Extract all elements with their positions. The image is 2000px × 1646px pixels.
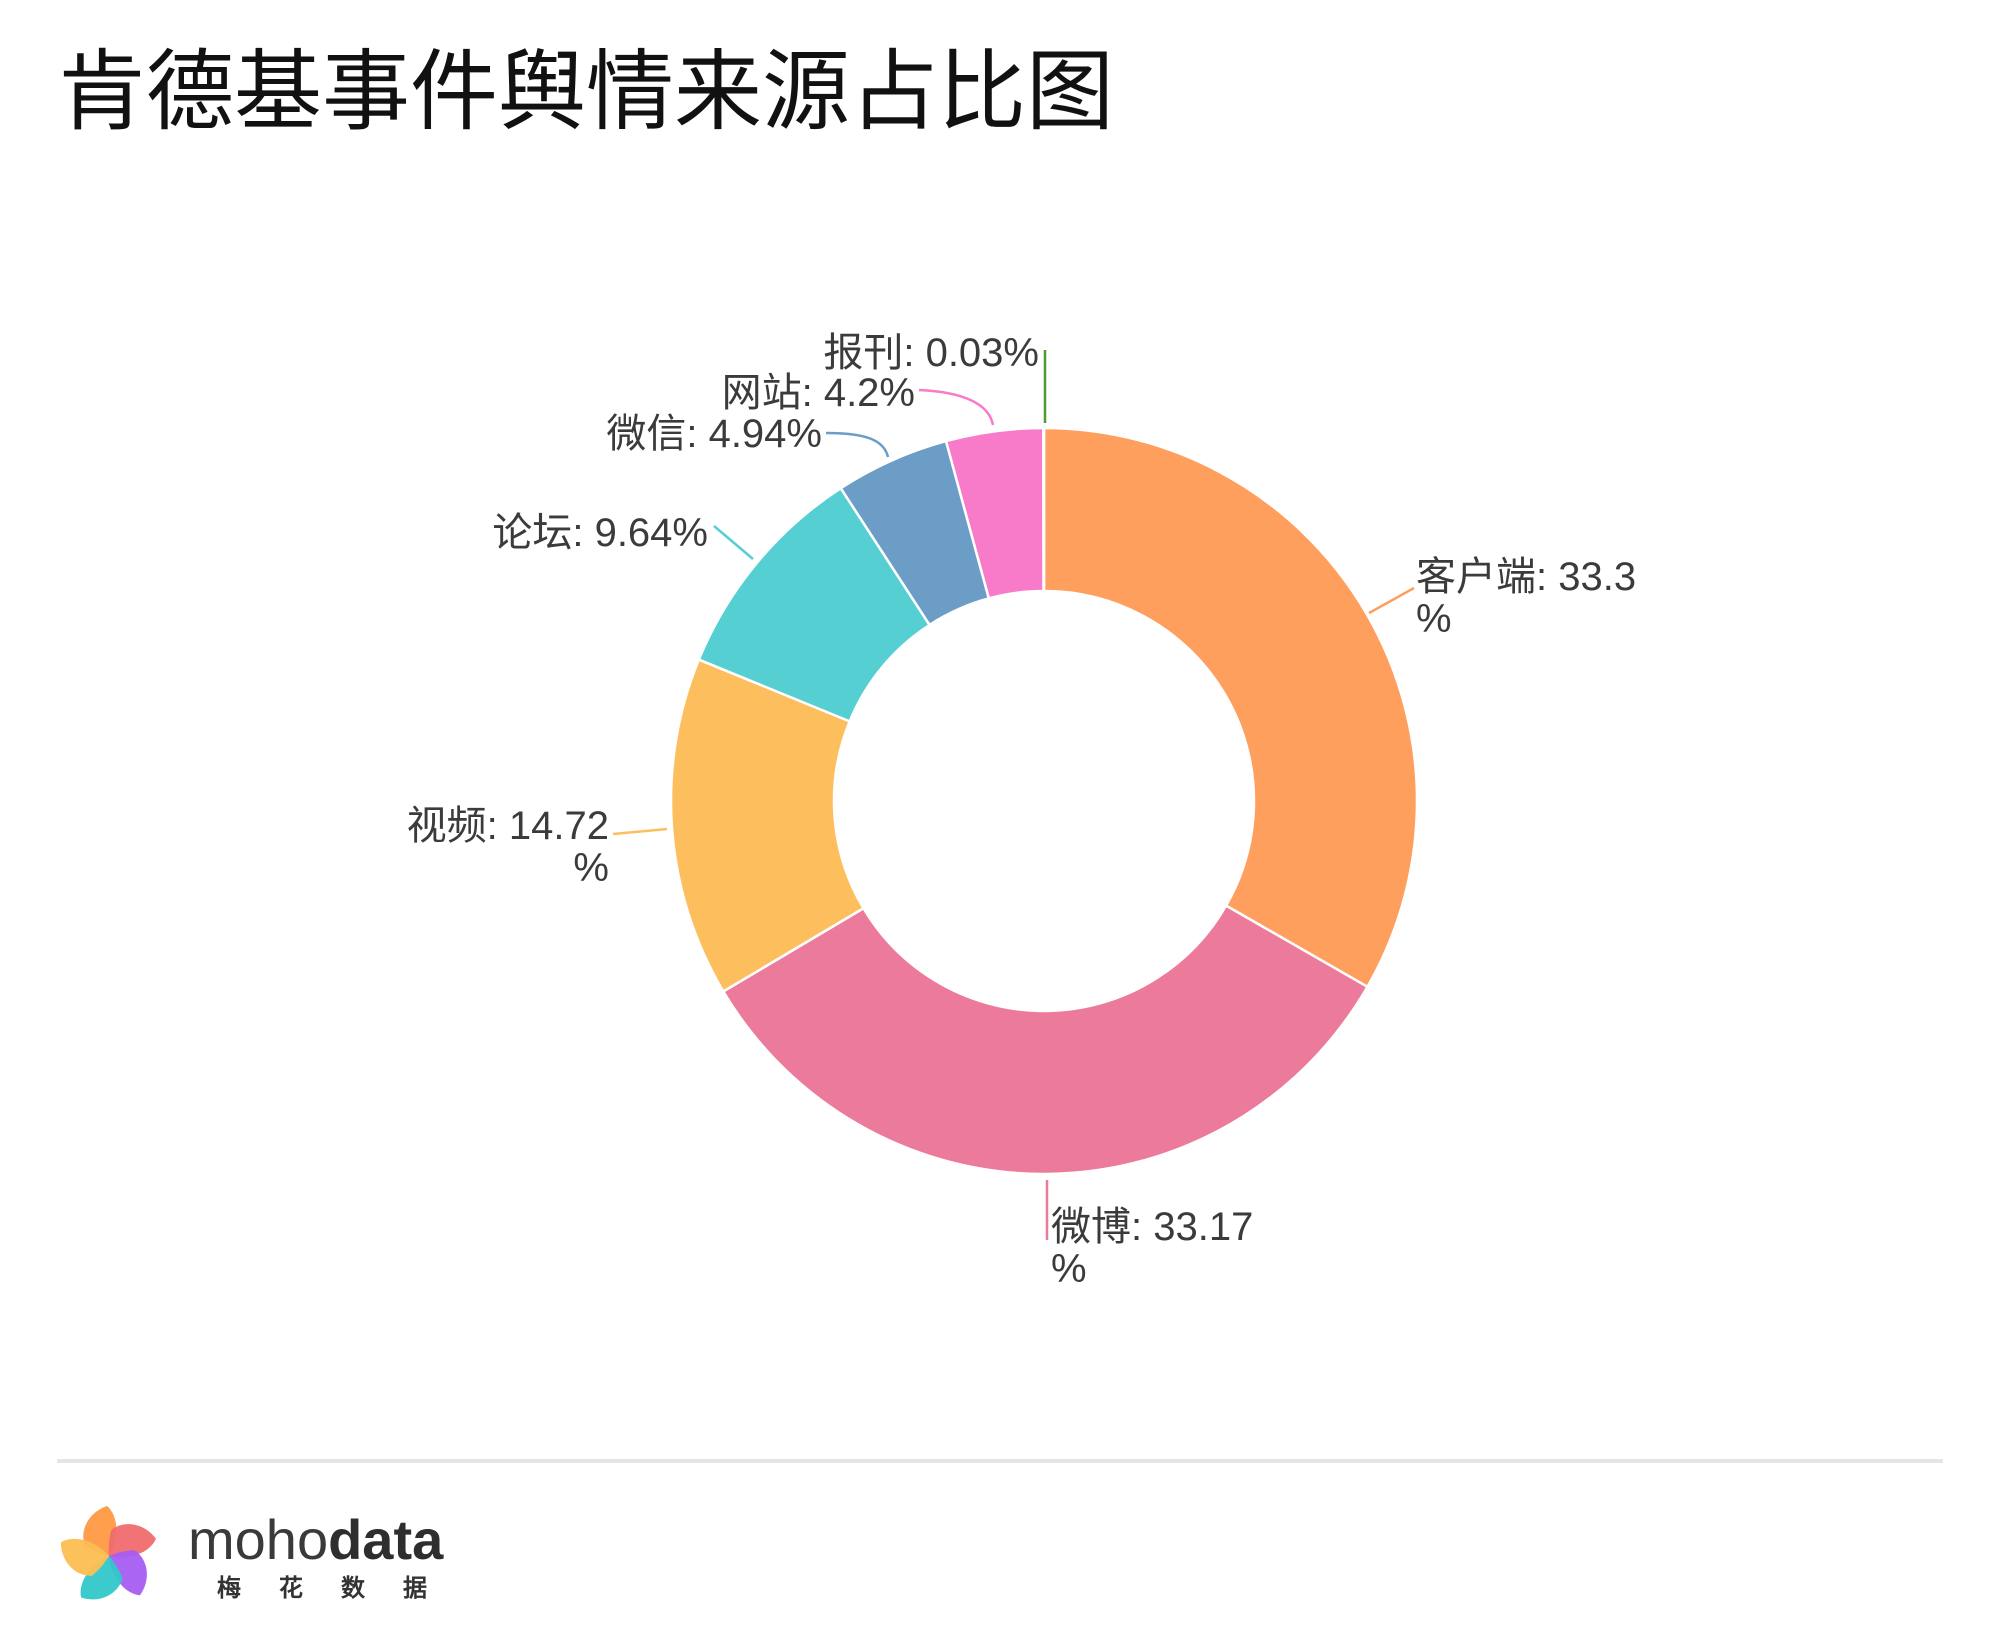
brand-wordmark-bold: data [328, 1508, 444, 1571]
data-label-line: 微博: 33.17 [1051, 1205, 1253, 1249]
data-label-line: 论坛: 9.64% [492, 511, 708, 555]
data-label-video: 视频: 14.72% [407, 804, 609, 890]
donut-slice-weibo [722, 904, 1369, 1176]
data-label-line: 微信: 4.94% [606, 412, 822, 456]
leader-line-website [918, 388, 995, 426]
leader-line-wechat [825, 431, 890, 458]
chart-title: 肯德基事件舆情来源占比图 [58, 40, 1115, 143]
brand-wordmark-light: moho [188, 1508, 329, 1571]
donut-slice-video [669, 658, 865, 993]
leader-line-video [612, 827, 668, 836]
leader-line-forum [713, 525, 754, 560]
data-labels: 客户端: 33.3 %微博: 33.17 %视频: 14.72 %论坛: 9.64%微… [407, 331, 1636, 1291]
logo-petal [60, 1539, 109, 1576]
data-label-line: 报刊: 0.03% [823, 331, 1039, 375]
donut-slice-client [1042, 426, 1419, 989]
logo-petal [108, 1524, 156, 1558]
logo-petal [109, 1549, 147, 1596]
data-label-client: 客户端: 33.3% [1416, 555, 1636, 641]
donut-slice-newspaper [1042, 426, 1046, 593]
data-label-line: % [1051, 1247, 1087, 1291]
footer-divider [57, 1459, 1943, 1463]
data-label-forum: 论坛: 9.64% [492, 511, 708, 555]
data-label-line: % [573, 846, 609, 890]
data-label-website: 网站: 4.2% [722, 371, 915, 415]
data-label-wechat: 微信: 4.94% [606, 412, 822, 456]
logo-petal [80, 1556, 123, 1600]
brand-wordmark: mohodata [188, 1512, 443, 1568]
leader-line-client [1368, 586, 1415, 615]
data-label-line: 视频: 14.72 [407, 804, 609, 848]
leader-lines [612, 350, 1415, 1240]
data-label-line: 客户端: 33.3 [1416, 555, 1636, 599]
brand-chinese-name: 梅花数据 [217, 1574, 465, 1602]
data-label-newspaper: 报刊: 0.03% [823, 331, 1039, 375]
data-label-line: 网站: 4.2% [722, 371, 915, 415]
data-label-line: % [1416, 597, 1452, 641]
data-label-weibo: 微博: 33.17% [1051, 1205, 1253, 1291]
donut-slices [669, 426, 1419, 1176]
pinwheel-logo-icon [60, 1506, 156, 1600]
